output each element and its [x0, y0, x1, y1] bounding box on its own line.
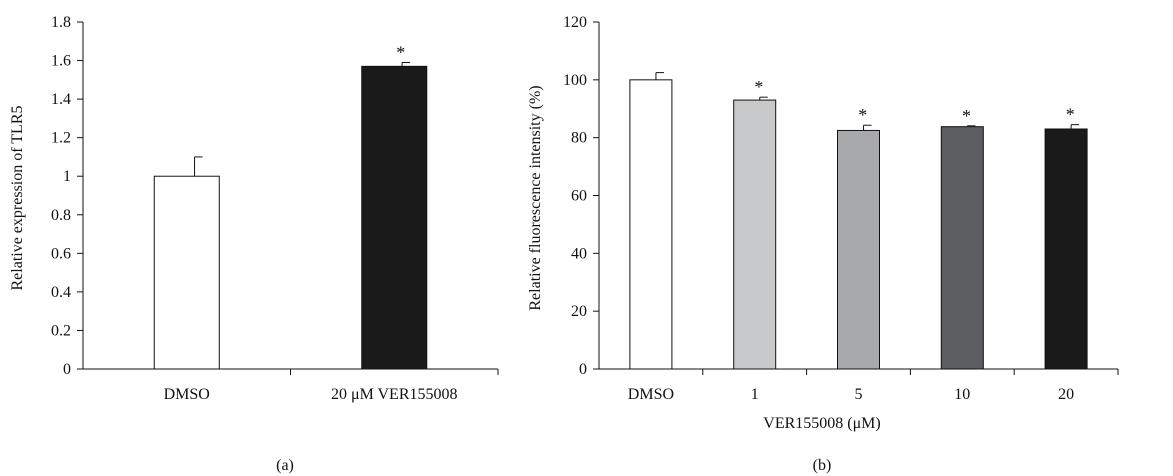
panel-b-y-tick-label: 0 [579, 361, 587, 378]
panel-b-y-tick-label: 60 [571, 188, 587, 205]
panel-b-x-tick-label: 1 [751, 386, 759, 403]
panel-b-y-axis-label: Relative fluorescence intensity (%) [527, 85, 544, 310]
panel-a-y-tick-label: 0.6 [51, 245, 71, 262]
panel-b-y-tick-label: 80 [571, 130, 587, 147]
panel-b-significance-marker: * [754, 77, 763, 97]
panel-b-label: (b) [813, 457, 832, 474]
panel-a-y-axis-label: Relative expression of TLR5 [9, 106, 26, 291]
panel-b-y-tick-label: 20 [571, 303, 587, 320]
panel-b-bar [940, 126, 984, 370]
panel-b-bar [837, 129, 880, 370]
panel-a-y-tick-label: 0.2 [51, 322, 71, 339]
panel-b-y-tick-label: 100 [563, 72, 587, 89]
panel-a-y-tick-label: 1.2 [51, 130, 71, 147]
panel-b-significance-marker: * [962, 106, 971, 126]
panel-a-chart: Relative expression of TLR5 (a) 0 0.2 0.4 0… [9, 14, 499, 474]
panel-a-y-tick-label: 1.4 [51, 91, 71, 108]
panel-b-x-tick-label: 20 [1058, 386, 1074, 403]
panel-a-x-tick-label: 20 μM VER155008 [331, 386, 458, 403]
panel-b-significance-marker: * [858, 105, 867, 125]
panel-a-bar [153, 175, 220, 370]
panel-a-x-tick-label: DMSO [164, 386, 210, 403]
panel-a-y-tick-label: 1.6 [51, 53, 71, 70]
panel-a-y-tick-label: 0.4 [51, 284, 71, 301]
panel-a-y-tick-label: 0 [63, 361, 71, 378]
panel-a-y-tick-label: 1.8 [51, 14, 71, 31]
panel-b-y-tick-label: 120 [563, 14, 587, 31]
panel-a-significance-marker: * [396, 42, 405, 62]
panel-b-bar [1044, 128, 1088, 370]
panel-b-chart: Relative fluorescence intensity (%) VER1… [527, 14, 1119, 474]
panel-b-significance-marker: * [1066, 105, 1075, 125]
panel-a-y-tick-label: 1 [63, 168, 71, 185]
panel-b-y-tick-label: 40 [571, 245, 587, 262]
panel-a-y-tick-label: 0.8 [51, 207, 71, 224]
panel-b-bar [629, 79, 673, 370]
panel-a-bar [361, 65, 428, 370]
panel-b-x-axis-label: VER155008 (μM) [763, 415, 880, 432]
panel-a-label: (a) [276, 457, 294, 474]
panel-b-bar [733, 99, 777, 370]
panel-b-x-tick-label: 5 [855, 386, 863, 403]
panel-b-x-tick-label: DMSO [628, 386, 674, 403]
panel-b-x-tick-label: 10 [954, 386, 970, 403]
